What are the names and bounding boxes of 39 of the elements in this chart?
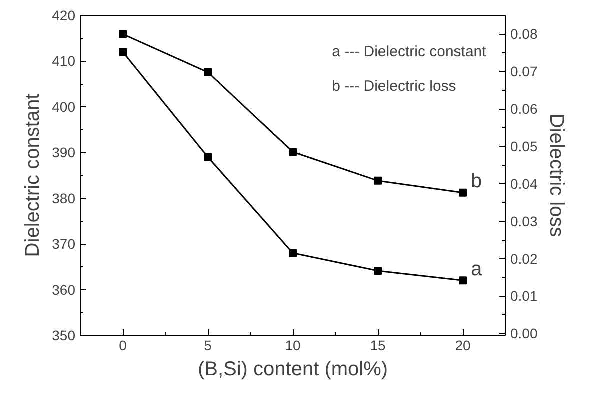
point	[289, 148, 297, 156]
y-tick-label: 350	[52, 328, 76, 344]
point	[459, 188, 467, 197]
y-tick-label: 410	[52, 53, 76, 70]
y2-tick-label: 0.08	[510, 26, 538, 42]
x-axis-title: (B,Si) content (mol%)	[198, 358, 388, 380]
x-tick-label: 10	[285, 338, 301, 354]
y2-tick-label: 0.03	[510, 213, 538, 230]
y2-tick-label: 0.02	[510, 250, 538, 267]
y2-tick-label: 0.06	[510, 101, 538, 118]
x-tick-label: 5	[204, 338, 212, 354]
y-tick-label: 390	[52, 144, 76, 161]
annotation: b	[471, 170, 482, 192]
point	[374, 176, 382, 185]
point	[204, 68, 212, 76]
y2-tick-label: 0.05	[510, 138, 538, 154]
point	[459, 276, 467, 285]
annotation: a	[471, 258, 483, 281]
y-tick-label: 370	[52, 236, 76, 252]
y2-tick-label: 0.00	[510, 326, 538, 342]
point	[374, 267, 382, 276]
y2-axis-title: Dielectric loss	[546, 114, 568, 238]
y2-tick-label: 0.07	[510, 64, 538, 80]
point	[204, 153, 212, 162]
annotation: a --- Dielectric constant	[332, 44, 488, 61]
annotation: b --- Dielectric loss	[332, 78, 456, 95]
y2-tick-label: 0.04	[510, 176, 538, 192]
y-tick-label: 400	[52, 98, 76, 115]
x-tick-label: 15	[370, 338, 386, 354]
x-tick-label: 0	[119, 338, 128, 354]
y-tick-label: 420	[52, 8, 76, 24]
y2-tick-label: 0.01	[510, 288, 538, 304]
y-tick-label: 360	[52, 282, 76, 298]
y-tick-label: 380	[52, 190, 76, 206]
y-axis-title: Dielectric constant	[22, 93, 44, 258]
point	[289, 249, 297, 258]
x-tick-label: 20	[455, 338, 471, 354]
point	[119, 30, 127, 38]
point	[119, 48, 127, 56]
